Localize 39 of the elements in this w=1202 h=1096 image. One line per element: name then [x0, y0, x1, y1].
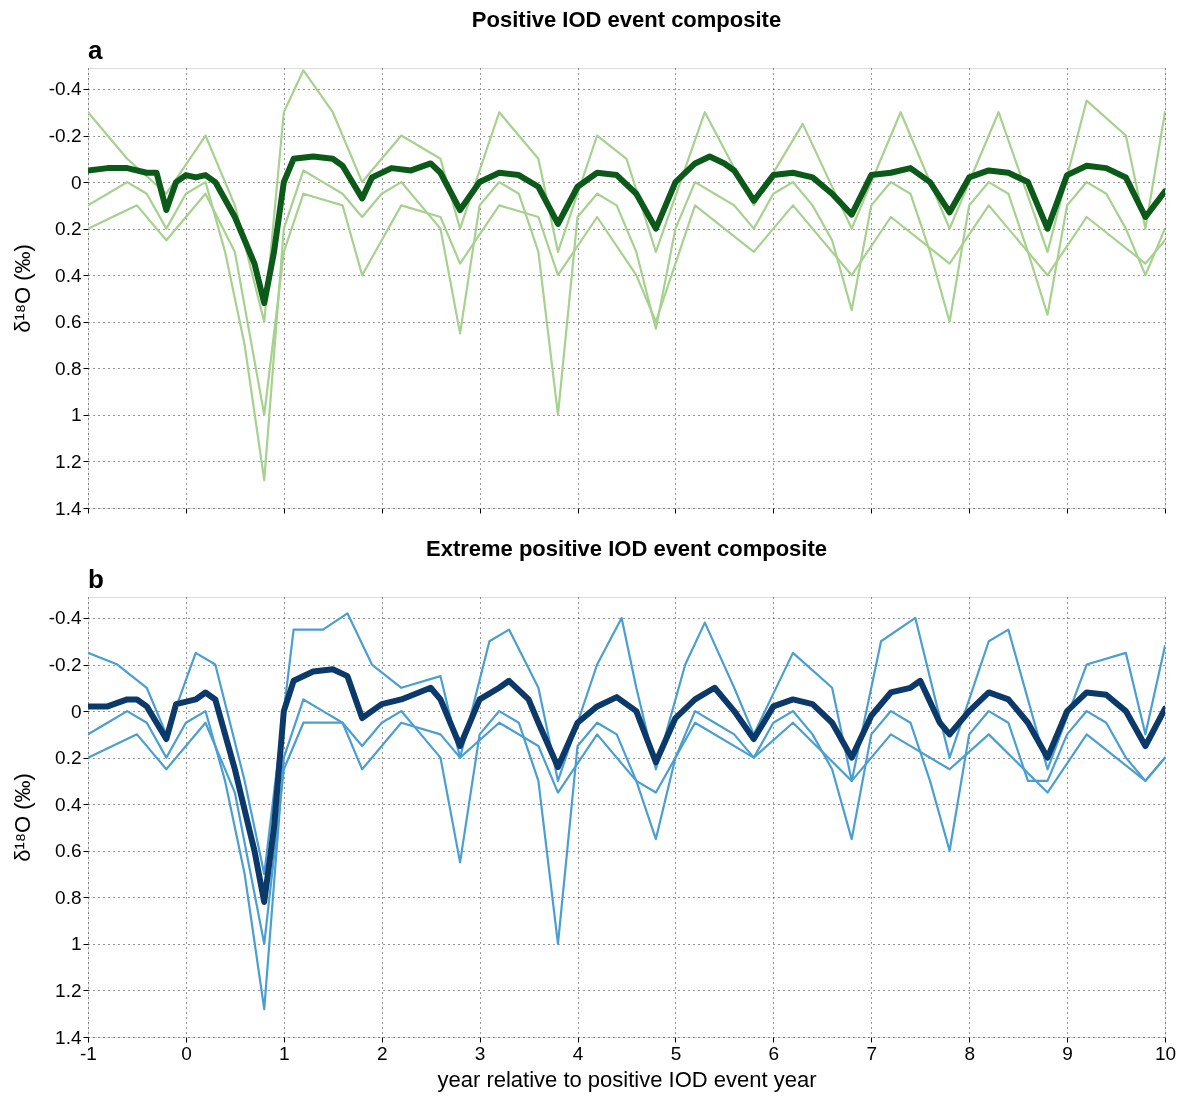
x-tick-label: 10: [1154, 1042, 1177, 1064]
chart-title: Positive IOD event composite: [471, 7, 782, 32]
text: a: [88, 35, 103, 65]
x-tick-label: 5: [670, 1042, 682, 1064]
x-tick-label: 0: [181, 1042, 192, 1064]
chart-title: Extreme positive IOD event composite: [425, 536, 828, 561]
y-tick-label: 0.4: [55, 264, 82, 286]
x-tick-label: 1: [279, 1042, 290, 1064]
y-tick-label: 0.2: [55, 747, 82, 769]
y-tick-label: 1: [70, 933, 82, 955]
y-tick-label: -0.2: [48, 125, 82, 147]
x-tick-label: 4: [572, 1042, 584, 1064]
y-tick-label: 1.4: [55, 1026, 82, 1048]
y-tick-label: 0.8: [55, 886, 82, 908]
y-tick-label: -0.4: [48, 607, 82, 629]
y-tick-label: 0.2: [55, 218, 82, 240]
x-tick-label: 6: [768, 1042, 780, 1064]
y-tick-label: 0.4: [55, 793, 82, 815]
y-tick-label: 0.6: [55, 311, 82, 333]
y-tick-label: -0.4: [48, 78, 82, 100]
y-tick-label: 0.6: [55, 840, 82, 862]
y-tick-label: 0: [70, 171, 82, 193]
y-tick-label: 1: [70, 404, 82, 426]
y-tick-label: -0.2: [48, 654, 82, 676]
x-tick-label: 3: [474, 1042, 486, 1064]
x-tick-label: 2: [376, 1042, 388, 1064]
x-tick-label: 8: [964, 1042, 975, 1064]
y-tick-label: 1.2: [55, 450, 82, 472]
y-axis-title: δ¹⁸O (‰): [9, 773, 35, 862]
x-tick-label: -1: [80, 1042, 97, 1064]
x-tick-label: 9: [1062, 1042, 1073, 1064]
y-tick-label: 0.8: [55, 357, 82, 379]
text: b: [88, 564, 104, 594]
y-axis-title: δ¹⁸O (‰): [9, 244, 35, 333]
x-tick-label: 7: [866, 1042, 878, 1064]
y-tick-label: 1.4: [55, 497, 82, 519]
x-axis-title: year relative to positive IOD event year: [437, 1066, 817, 1092]
y-tick-label: 1.2: [55, 979, 82, 1001]
y-tick-label: 0: [70, 700, 82, 722]
